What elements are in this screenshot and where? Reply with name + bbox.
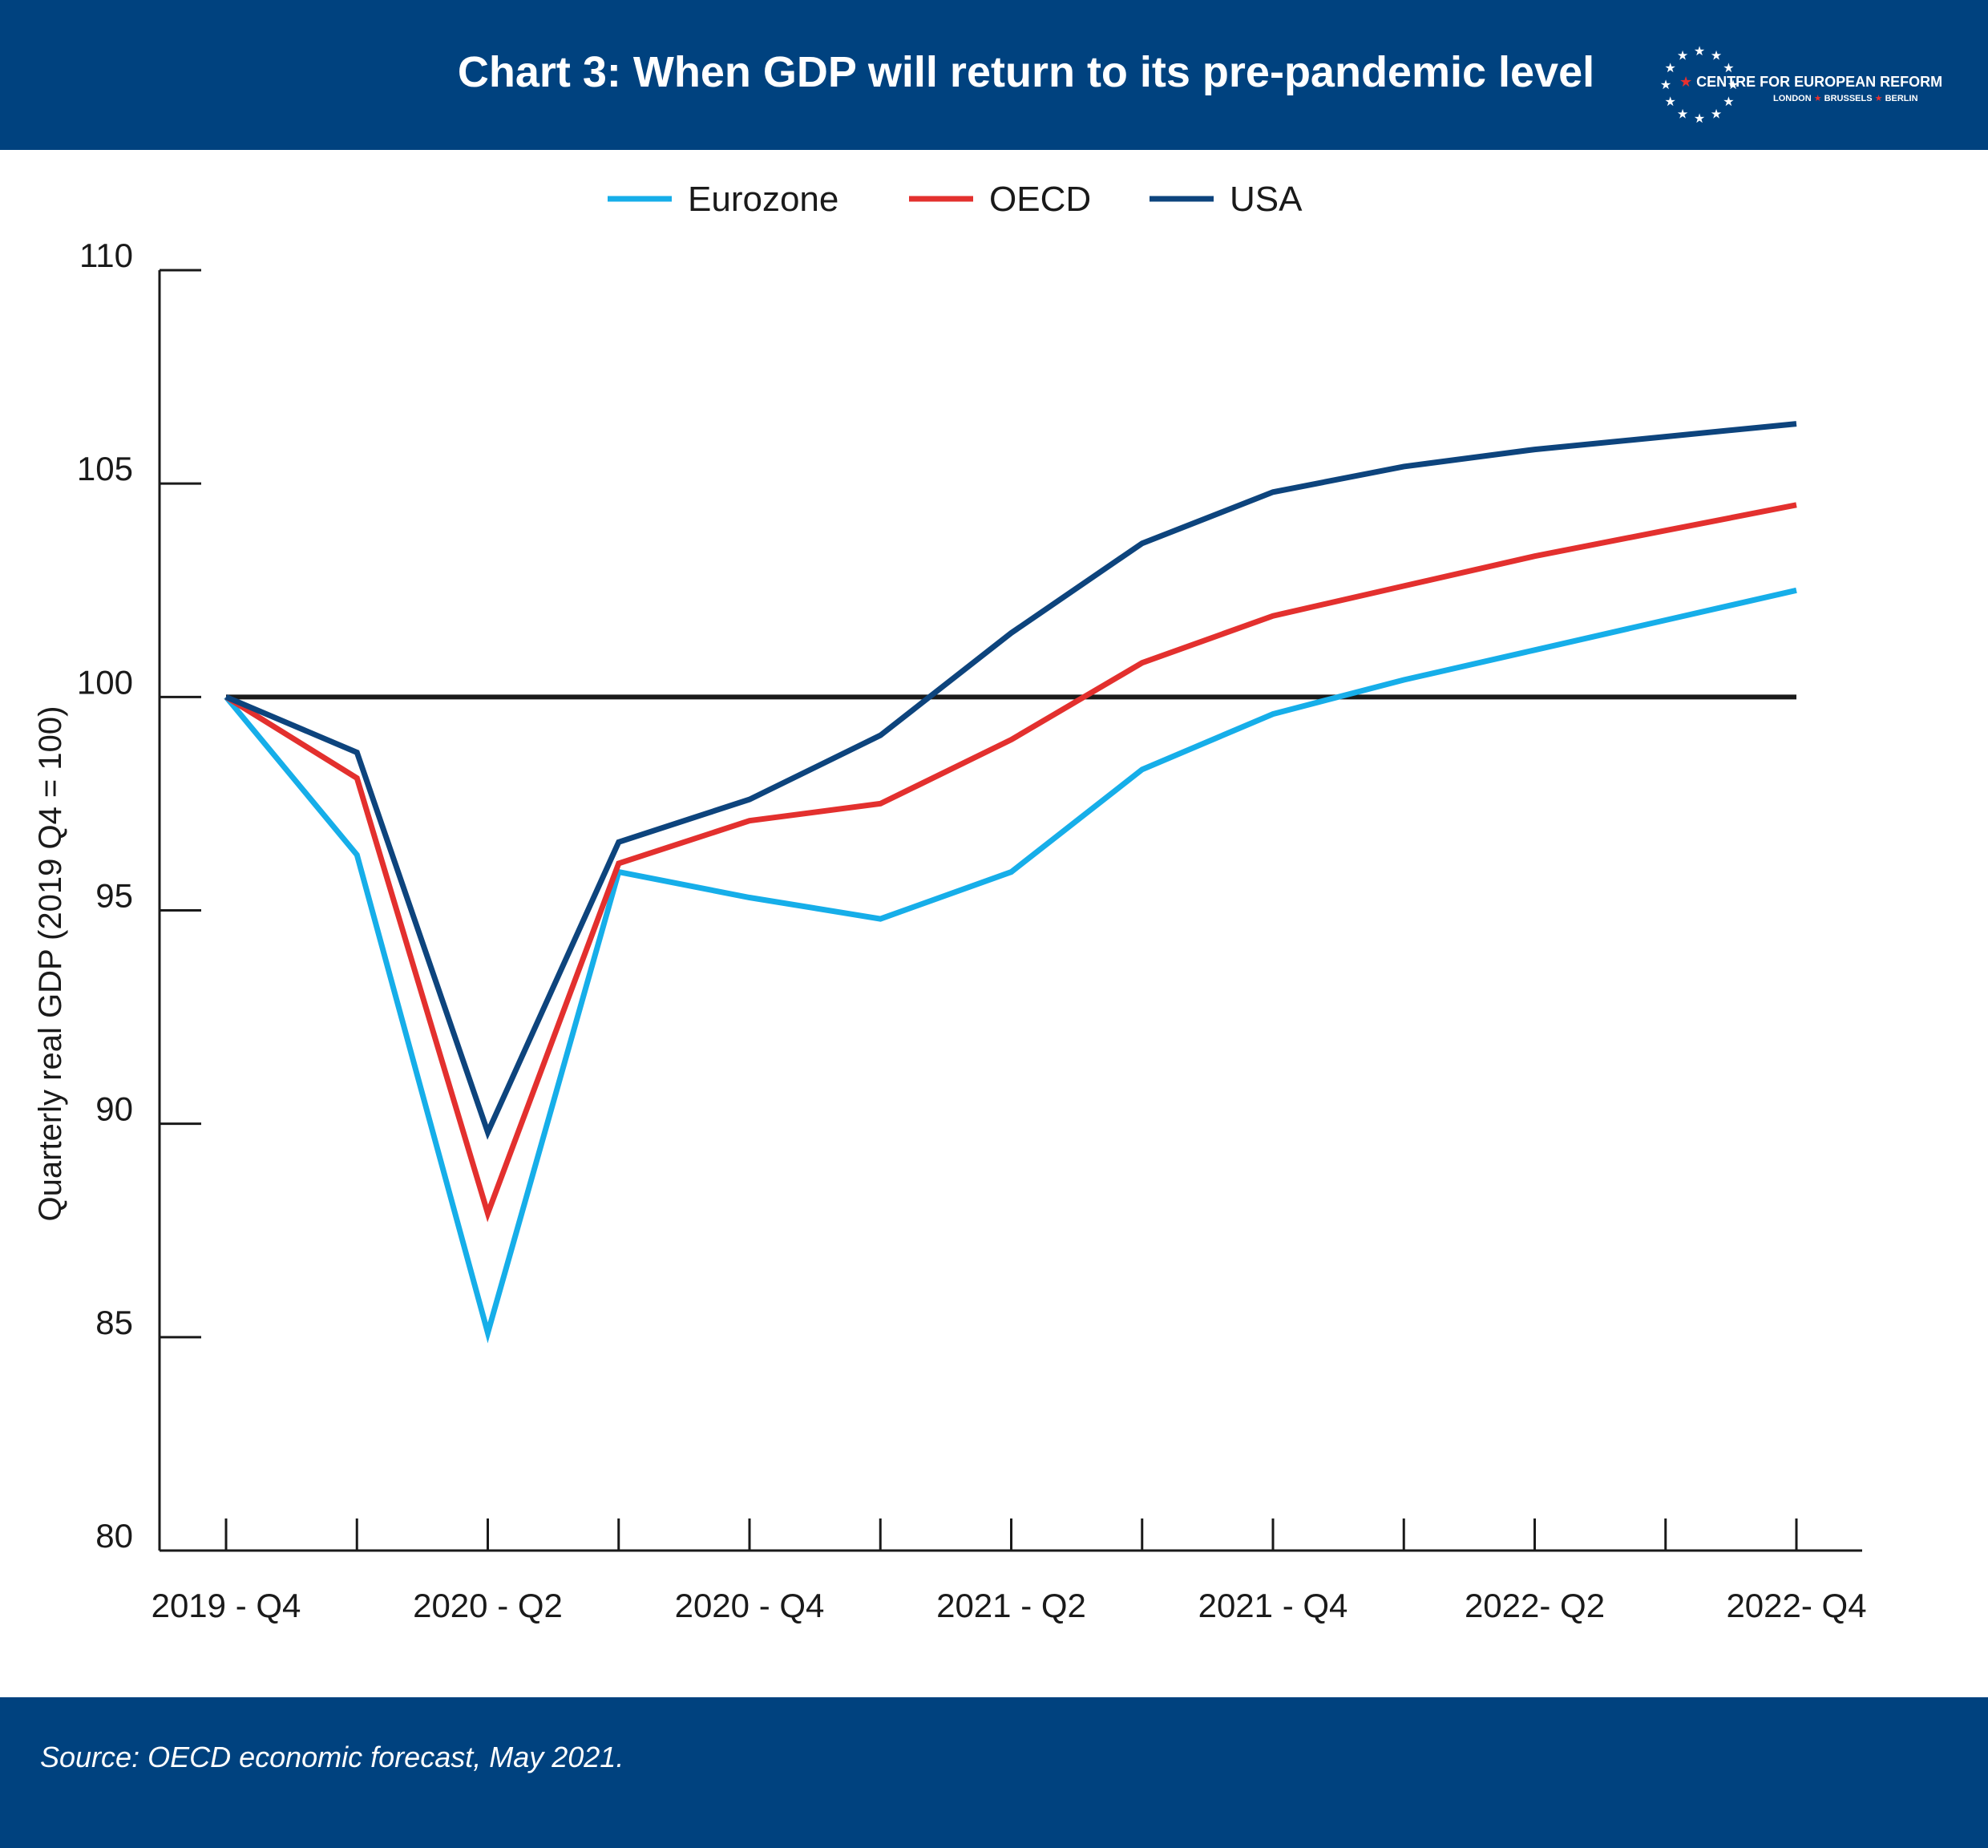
footer-banner: Source: OECD economic forecast, May 2021… [0,1697,1988,1848]
x-tick-label: 2022- Q2 [1465,1587,1605,1624]
series-line-oecd [224,502,1797,1223]
header-banner: Chart 3: When GDP will return to its pre… [0,0,1988,150]
x-tick-label: 2021 - Q2 [936,1587,1086,1624]
logo-star-icon: ★ [1679,74,1693,90]
y-tick-label: 105 [77,450,133,487]
plot-area [224,421,1797,1344]
source-note: Source: OECD economic forecast, May 2021… [40,1741,624,1773]
x-tick-label: 2021 - Q4 [1198,1587,1348,1624]
legend-label: USA [1230,180,1303,219]
logo-ring-star-icon: ★ [1727,79,1739,92]
logo-ring-star-icon: ★ [1723,62,1734,75]
eu-stars-icon: ★ ★★★★★★★★★★★ [1660,45,1739,126]
logo-city-london: LONDON [1773,94,1812,103]
x-tick-label: 2020 - Q4 [675,1587,825,1624]
logo-ring-star-icon: ★ [1723,95,1734,109]
y-tick-label: 80 [95,1517,133,1555]
logo-city-berlin: BERLIN [1885,94,1918,103]
logo-name: ★ CENTRE FOR EUROPEAN REFORM [1679,74,1942,91]
logo-ring-star-icon: ★ [1660,79,1671,92]
series-line-eurozone [224,587,1797,1344]
logo-ring-star-icon: ★ [1677,107,1688,121]
axes: 80 85 90 95 100 105 110 2019 - Q4 2020 - Q2 2020 … [77,237,1867,1624]
cer-logo: ★ ★ ★ ★ ★ ★ ★ ★ ★ ★ ★ ★ ★ CENTRE FOR EUROPEAN REFOR… [1655,40,1942,128]
logo-ring-star-icon: ★ [1664,62,1675,75]
y-tick-label: 85 [95,1304,133,1341]
y-tick-label: 95 [95,877,133,915]
legend-label: Eurozone [688,180,838,219]
series-line-usa [224,421,1797,1140]
y-axis-label: Quarterly real GDP (2019 Q4 = 100) [33,706,68,1222]
chart-title: Chart 3: When GDP will return to its pre… [457,47,1595,96]
y-tick-label: 100 [77,663,133,701]
y-tick-label: 110 [79,237,133,274]
x-tick-label: 2020 - Q2 [413,1587,563,1624]
x-tick-label: 2019 - Q4 [152,1587,301,1624]
legend: Eurozone OECD USA [608,180,1303,219]
logo-separator-icon: ★ [1874,94,1883,103]
legend-label: OECD [989,180,1091,219]
logo-ring-star-icon: ★ [1694,112,1705,126]
logo-separator-icon: ★ [1813,94,1822,103]
logo-ring-star-icon: ★ [1711,50,1722,63]
logo-city-brussels: BRUSSELS [1824,94,1873,103]
y-tick-label: 90 [95,1090,133,1128]
logo-line1: CENTRE FOR EUROPEAN REFORM [1696,74,1943,90]
logo-ring-star-icon: ★ [1664,95,1675,109]
logo-ring-star-icon: ★ [1694,45,1705,59]
x-tick-label: 2022- Q4 [1726,1587,1866,1624]
line-chart: Eurozone OECD USA 80 85 90 95 100 105 110 2019 - … [33,180,1867,1624]
logo-ring-star-icon: ★ [1711,107,1722,121]
logo-ring-star-icon: ★ [1677,50,1688,63]
logo-cities: LONDON ★ BRUSSELS ★ BERLIN [1773,93,1918,103]
